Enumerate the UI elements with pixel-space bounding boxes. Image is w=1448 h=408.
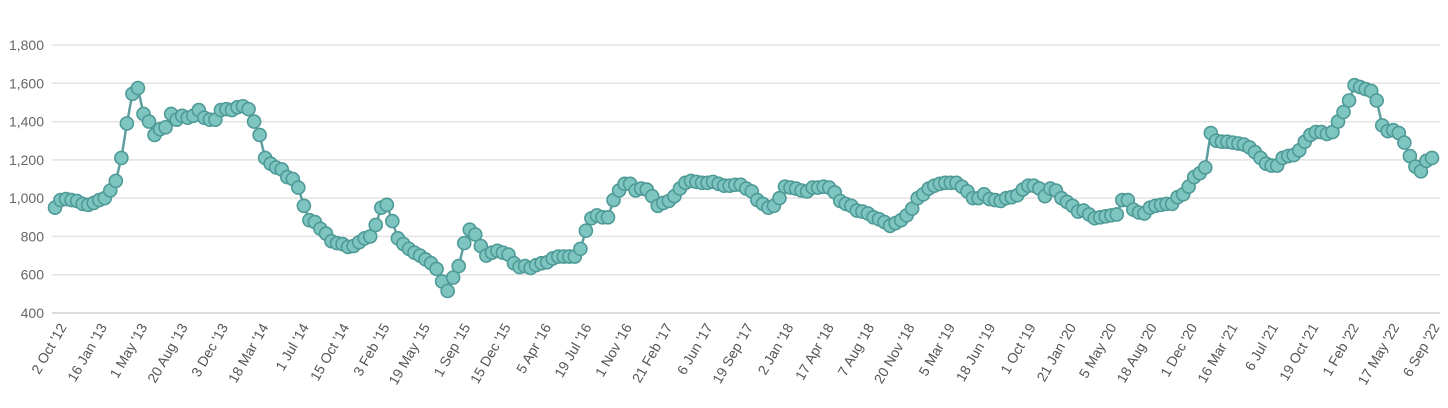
data-point[interactable] xyxy=(467,227,483,242)
data-point[interactable] xyxy=(1197,160,1213,175)
x-tick-label: 1 Jul '14 xyxy=(272,320,312,373)
x-tick-label: 1 Nov '16 xyxy=(592,320,635,379)
x-tick-label: 1 May '13 xyxy=(106,320,150,380)
x-tick-label: 6 Jun '17 xyxy=(674,320,716,377)
data-point[interactable] xyxy=(573,241,588,257)
y-tick-label: 1,400 xyxy=(9,114,44,130)
x-tick-label: 16 Mar '21 xyxy=(1194,320,1241,385)
y-tick-label: 1,600 xyxy=(9,75,44,91)
data-point[interactable] xyxy=(772,190,787,206)
data-point[interactable] xyxy=(130,80,146,96)
y-tick-label: 800 xyxy=(21,228,45,244)
data-point[interactable] xyxy=(252,127,267,143)
y-tick-label: 400 xyxy=(21,305,45,321)
x-tick-label: 20 Nov '18 xyxy=(871,320,918,386)
y-tick-label: 1,000 xyxy=(9,190,44,206)
x-tick-label: 3 Dec '13 xyxy=(188,320,231,379)
data-point[interactable] xyxy=(1341,93,1357,108)
data-point[interactable] xyxy=(1369,93,1384,108)
data-point[interactable] xyxy=(246,114,262,129)
data-point[interactable] xyxy=(108,173,124,189)
data-point[interactable] xyxy=(1336,104,1351,120)
data-point[interactable] xyxy=(291,180,306,195)
data-point[interactable] xyxy=(114,150,129,166)
x-tick-label: 18 Aug '20 xyxy=(1113,320,1160,385)
data-point[interactable] xyxy=(119,116,135,131)
x-tick-label: 18 Mar '14 xyxy=(225,320,272,385)
data-point[interactable] xyxy=(385,213,400,229)
data-point[interactable] xyxy=(296,198,312,214)
data-point[interactable] xyxy=(379,197,395,213)
x-tick-label: 5 May '20 xyxy=(1076,320,1120,380)
x-tick-label: 21 Feb '17 xyxy=(629,320,676,385)
data-point[interactable] xyxy=(1109,207,1125,222)
x-tick-label: 21 Jan '20 xyxy=(1033,320,1079,384)
x-tick-label: 17 May '22 xyxy=(1354,320,1402,387)
x-tick-label: 1 Dec '20 xyxy=(1157,320,1200,379)
x-tick-label: 6 Sep '22 xyxy=(1399,320,1442,379)
data-point[interactable] xyxy=(600,209,616,225)
data-point[interactable] xyxy=(141,114,157,129)
y-axis-tick-labels: 400 600 800 1,000 1,200 1,400 1,600 1,800 xyxy=(9,37,44,321)
data-point[interactable] xyxy=(456,235,472,251)
x-tick-label: 19 Jul '16 xyxy=(551,320,595,380)
data-point[interactable] xyxy=(158,120,173,135)
x-tick-label: 19 May '15 xyxy=(385,320,433,387)
x-tick-label: 5 Mar '19 xyxy=(915,320,958,378)
x-tick-label: 2 Oct '12 xyxy=(28,320,70,376)
y-tick-label: 1,800 xyxy=(9,37,44,53)
data-point[interactable] xyxy=(362,229,378,244)
x-tick-label: 18 Jun '19 xyxy=(952,320,998,384)
data-point[interactable] xyxy=(451,258,467,274)
x-tick-label: 15 Dec '15 xyxy=(467,320,514,386)
gridlines xyxy=(52,44,1440,314)
data-point[interactable] xyxy=(1397,135,1412,150)
data-point[interactable] xyxy=(445,270,461,285)
x-tick-label: 17 Apr '18 xyxy=(792,320,837,382)
x-tick-label: 15 Oct '14 xyxy=(307,320,353,383)
x-tick-label: 19 Oct '21 xyxy=(1276,320,1322,383)
x-tick-label: 1 Sep '15 xyxy=(430,320,473,379)
data-point[interactable] xyxy=(1424,150,1440,166)
price-series xyxy=(47,77,1440,299)
x-tick-label: 7 Aug '18 xyxy=(834,320,877,378)
data-point[interactable] xyxy=(578,223,594,238)
x-tick-label: 5 Apr '16 xyxy=(513,320,554,376)
y-tick-label: 1,200 xyxy=(9,152,44,168)
data-point[interactable] xyxy=(429,261,444,277)
x-tick-label: 2 Jan '18 xyxy=(754,320,796,377)
x-tick-label: 20 Aug '13 xyxy=(144,320,191,385)
y-tick-label: 600 xyxy=(21,267,45,283)
data-point[interactable] xyxy=(440,283,455,299)
x-tick-label: 3 Feb '15 xyxy=(350,320,393,378)
x-tick-label: 16 Jan '13 xyxy=(64,320,110,384)
data-point[interactable] xyxy=(368,217,384,233)
x-tick-label: 1 Feb '22 xyxy=(1319,320,1362,378)
x-tick-label: 6 Jul '21 xyxy=(1241,320,1281,373)
data-point[interactable] xyxy=(241,101,256,117)
x-tick-label: 19 Sep '17 xyxy=(709,320,756,386)
x-tick-label: 1 Oct '19 xyxy=(997,320,1039,376)
